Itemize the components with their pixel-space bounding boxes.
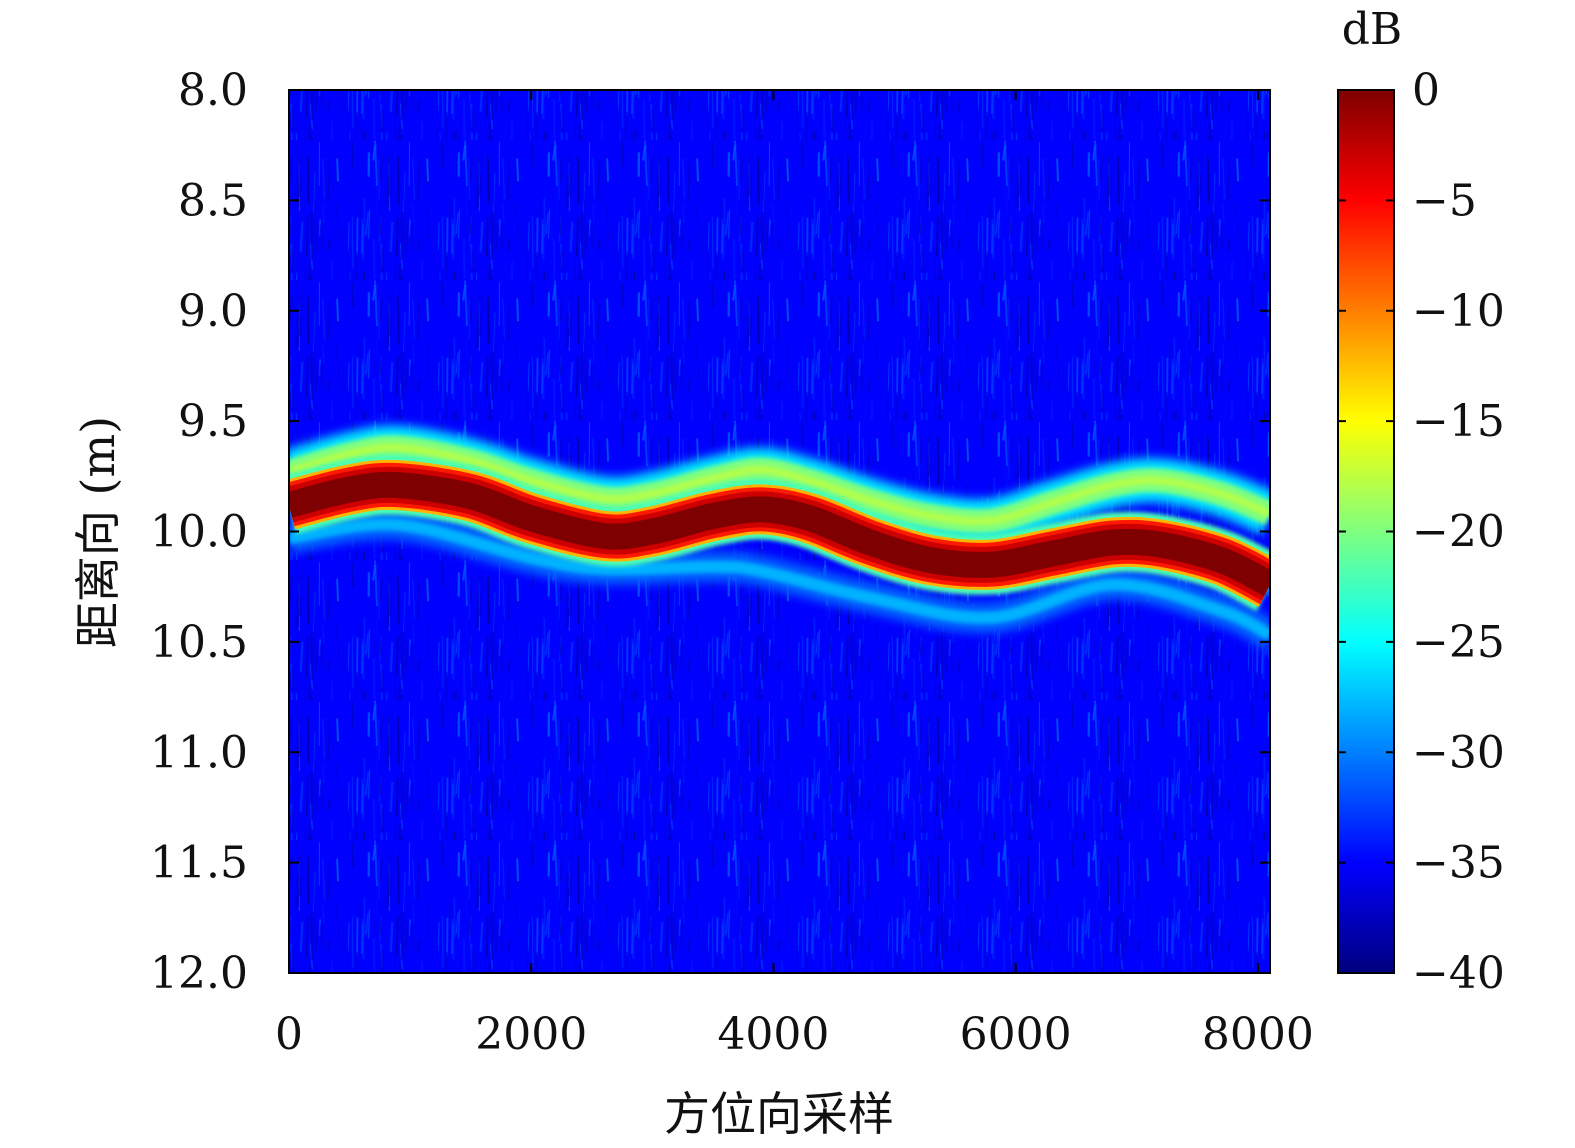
x-axis-label: 方位向采样 bbox=[664, 1087, 894, 1141]
y-tick-label: 9.0 bbox=[178, 286, 248, 337]
y-tick-label: 8.0 bbox=[178, 65, 248, 116]
main-trace bbox=[289, 471, 1270, 597]
colorbar-gradient bbox=[1337, 89, 1395, 974]
y-tick-label: 10.0 bbox=[150, 507, 248, 558]
x-tick-label: 0 bbox=[275, 1009, 303, 1060]
x-tick-label: 4000 bbox=[717, 1009, 829, 1060]
y-tick-label: 12.0 bbox=[150, 948, 248, 999]
sidelobe-upper-trace bbox=[289, 443, 1270, 526]
heatmap-plot-area bbox=[288, 89, 1271, 974]
y-tick-label: 11.5 bbox=[150, 838, 248, 889]
colorbar-tick-label: −20 bbox=[1412, 507, 1505, 558]
colorbar-tick-label: −25 bbox=[1412, 617, 1505, 668]
x-axis: 0 2000 4000 6000 8000 bbox=[275, 90, 1314, 1060]
colorbar-tick-label: −30 bbox=[1412, 727, 1505, 778]
colorbar-tick-label: −10 bbox=[1412, 286, 1505, 337]
colorbar-tick-label: 0 bbox=[1412, 65, 1440, 116]
colorbar-label: dB bbox=[1342, 4, 1403, 55]
colorbar: 0 −5 −10 −15 −20 −25 −30 −35 −40 dB bbox=[1337, 4, 1505, 999]
x-tick-label: 2000 bbox=[475, 1009, 587, 1060]
y-tick-label: 11.0 bbox=[150, 727, 248, 778]
colorbar-tick-label: −35 bbox=[1412, 838, 1505, 889]
colorbar-tick-label: −15 bbox=[1412, 396, 1505, 447]
y-tick-label: 10.5 bbox=[150, 617, 248, 668]
y-axis-label: 距离向 (m) bbox=[71, 416, 125, 648]
y-tick-label: 9.5 bbox=[178, 396, 248, 447]
heatmap-traces bbox=[289, 425, 1270, 649]
y-tick-label: 8.5 bbox=[178, 175, 248, 226]
x-tick-label: 6000 bbox=[960, 1009, 1072, 1060]
colorbar-tick-label: −40 bbox=[1412, 948, 1505, 999]
y-axis: 8.0 8.5 9.0 9.5 10.0 10.5 11.0 11.5 12.0 bbox=[150, 65, 1270, 999]
colorbar-ticks: 0 −5 −10 −15 −20 −25 −30 −35 −40 bbox=[1338, 65, 1505, 999]
x-tick-label: 8000 bbox=[1202, 1009, 1314, 1060]
colorbar-tick-label: −5 bbox=[1412, 175, 1477, 226]
sidelobe-lower-trace bbox=[289, 518, 1270, 641]
